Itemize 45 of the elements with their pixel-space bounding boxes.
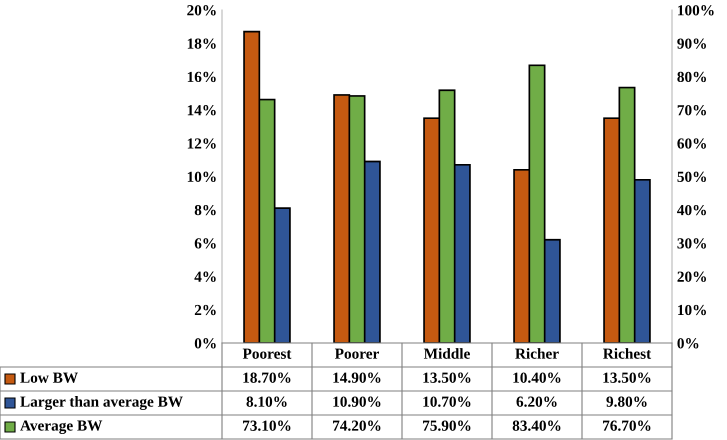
data-label: 73.10% [243, 420, 290, 431]
y2-tick-label: 50% [677, 172, 706, 182]
data-label: 10.90% [333, 396, 380, 407]
y2-tick-label: 90% [677, 38, 706, 49]
y2-tick-label: 70% [678, 105, 706, 116]
x-tick-label: Poorer [334, 348, 380, 359]
data-label: 13.50% [423, 372, 470, 383]
y-tick-label: 2% [194, 304, 216, 316]
data-label: 18.70% [243, 372, 290, 383]
y2-tick-label: 80% [677, 72, 706, 82]
legend-label: Larger than average BW [20, 396, 183, 410]
data-label: 13.50% [603, 372, 650, 383]
data-label: 76.70% [603, 420, 650, 431]
data-label: 83.40% [512, 420, 560, 431]
y-tick-label: 20% [187, 5, 216, 16]
y-tick-label: 14% [188, 105, 216, 116]
y2-tick-label: 20% [678, 272, 706, 282]
data-label: 74.20% [333, 420, 380, 431]
x-tick-label: Richer [515, 348, 559, 359]
y-tick-label: 18% [188, 38, 216, 49]
y-tick-label: 10% [188, 172, 216, 182]
y2-tick-label: 40% [677, 204, 706, 216]
y-tick-label: 8% [194, 204, 216, 216]
data-label: 8.10% [246, 396, 287, 407]
legend-label: Average BW [20, 420, 102, 434]
data-label: 6.20% [516, 396, 557, 407]
y2-tick-label: 60% [677, 138, 706, 149]
y-tick-label: 0% [194, 338, 216, 348]
data-label: 14.90% [333, 372, 380, 383]
x-tick-label: Richest [603, 348, 652, 359]
y2-tick-label: 30% [677, 238, 706, 249]
data-label: 10.40% [513, 372, 560, 383]
x-tick-label: Poorest [242, 348, 292, 359]
y2-tick-label: 10% [678, 304, 706, 316]
x-tick-label: Middle [424, 348, 470, 359]
legend-label: Low BW [20, 372, 78, 383]
data-label: 10.70% [423, 396, 470, 407]
y-tick-label: 6% [194, 238, 216, 249]
data-label: 9.80% [606, 396, 647, 407]
y-tick-label: 12% [188, 138, 216, 149]
y2-tick-label: 0% [677, 338, 698, 348]
y-tick-label: 16% [188, 72, 216, 82]
y2-tick-label: 100% [678, 5, 714, 16]
data-label: 75.90% [423, 420, 470, 431]
y-tick-label: 4% [194, 272, 216, 282]
